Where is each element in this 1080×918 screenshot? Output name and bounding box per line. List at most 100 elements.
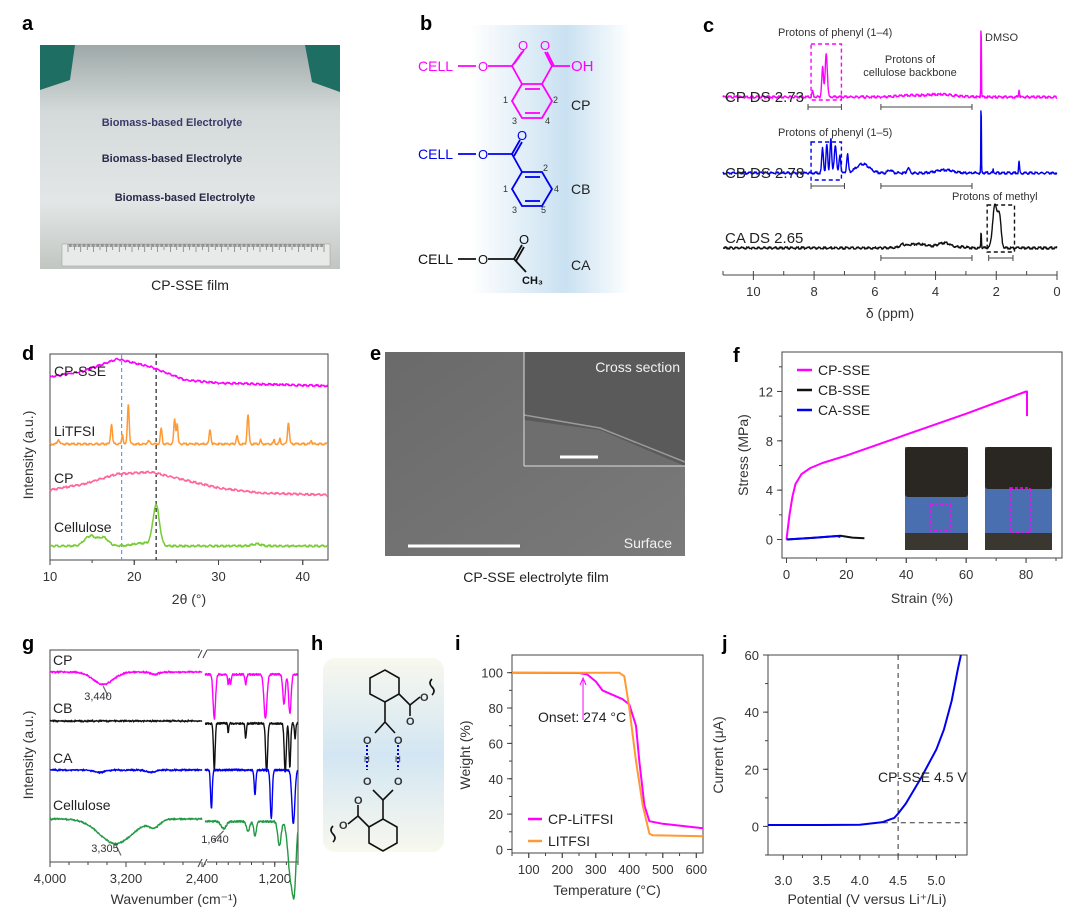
x-tick-label: 40	[899, 567, 913, 582]
stress-strain-curve	[786, 535, 841, 541]
ca-ester-o: O	[478, 252, 488, 267]
ftir-trace-right	[204, 819, 299, 900]
x-tick-label: 2	[993, 284, 1000, 299]
series-label: CP	[53, 652, 72, 668]
cp-name: CP	[571, 97, 590, 113]
x-tick-label: 4	[932, 284, 939, 299]
x-tick-label: 200	[551, 862, 573, 877]
series-label: Cellulose	[53, 797, 111, 813]
panel-label: j	[721, 633, 728, 655]
annotation-dmso: DMSO	[985, 32, 1018, 44]
annotation-backbone: Protons of cellulose backbone	[863, 54, 957, 79]
cb-pos-3: 3	[512, 205, 517, 215]
x-tick-label: 0	[1053, 284, 1060, 299]
cb-pos-1: 1	[503, 184, 508, 194]
film-text-3: Biomass-based Electrolyte	[115, 192, 256, 204]
annotation-backbone-line: cellulose backbone	[863, 67, 957, 79]
xrd-trace	[49, 357, 329, 388]
tga-curve	[511, 671, 704, 830]
stress-strain-curve	[785, 390, 1028, 540]
legend-label: CP-SSE	[818, 362, 870, 378]
specimen-highlight-box	[929, 503, 951, 532]
ftir-trace-left	[49, 670, 203, 686]
panel-label: g	[22, 633, 34, 655]
ca-name: CA	[571, 257, 591, 273]
ftir-trace-left	[49, 768, 203, 775]
legend-label: LITFSI	[548, 833, 590, 849]
peak-highlight-box	[810, 141, 843, 181]
x-tick-label: 10	[43, 569, 57, 584]
x-tick-label: 4.5	[889, 873, 907, 888]
y-tick-label: 12	[759, 384, 773, 399]
cross-section-label: Cross section	[595, 359, 680, 375]
y-tick-label: 20	[745, 762, 759, 777]
upper-clamp	[905, 447, 968, 497]
ftir-trace-left	[49, 719, 203, 723]
panel-c-nmr: c 10 8 6 4 2 0 δ (ppm) CP DS 2.73 CB DS 2.78 CA DS…	[703, 15, 1061, 321]
x-tick-label: 1,200	[258, 871, 291, 886]
panel-label: f	[733, 345, 740, 367]
onset-arrowhead-icon	[579, 676, 587, 686]
x-tick-label: 500	[652, 862, 674, 877]
film-photo	[40, 45, 340, 269]
y-axis-label: Intensity (a.u.)	[20, 711, 36, 800]
panel-b: b CELL O O O OH 1 2 3 4 CP CELL O O 1	[418, 13, 630, 293]
x-tick-label: 10	[746, 284, 760, 299]
y-tick-label: 40	[489, 772, 503, 787]
integration-bracket	[880, 183, 973, 189]
ftir-trace-right	[204, 721, 299, 773]
cb-structure	[458, 139, 554, 207]
ca-carbonyl-o: O	[519, 232, 529, 247]
ca-methyl: CH₃	[522, 275, 543, 287]
y-tick-label: 100	[481, 666, 503, 681]
y-tick-label: 80	[489, 701, 503, 716]
atom-o-2: O	[394, 735, 403, 747]
y-tick-label: 4	[766, 483, 773, 498]
cb-pos-2: 2	[543, 163, 548, 173]
x-tick-label: 0	[783, 567, 790, 582]
y-tick-label: 8	[766, 434, 773, 449]
cb-pos-4: 4	[554, 184, 559, 194]
cp-carbonyl-o-1: O	[518, 38, 528, 53]
x-axis-label: Potential (V versus Li⁺/Li)	[787, 891, 946, 907]
cp-structure	[458, 49, 570, 119]
hydrogen-bonds	[366, 745, 399, 770]
integration-bracket	[810, 183, 845, 189]
annotation-arrow-icon	[115, 845, 122, 856]
glove-left-icon	[40, 45, 75, 90]
y-tick-label: 60	[489, 736, 503, 751]
legend-label: CB-SSE	[818, 382, 870, 398]
integration-bracket	[880, 104, 973, 110]
ftir-trace-right	[204, 768, 299, 825]
film-text-1: Biomass-based Electrolyte	[102, 117, 243, 129]
xrd-trace	[49, 404, 329, 446]
panel-h: h O O H H O O O O O O	[311, 633, 444, 852]
atom-o-5: O	[406, 716, 415, 728]
glove-right-icon	[305, 45, 340, 92]
panel-label: d	[22, 343, 34, 365]
x-axis-label: 2θ (°)	[172, 591, 206, 607]
cb-pos-5: 5	[541, 205, 546, 215]
series-label: CA DS 2.65	[725, 230, 803, 247]
x-axis-label: Wavenumber (cm⁻¹)	[111, 891, 238, 907]
plot-frame	[49, 353, 329, 561]
annotation-backbone-line: Protons of	[885, 54, 936, 66]
onset-annotation: Onset: 274 °C	[538, 709, 626, 725]
x-axis-label: Temperature (°C)	[553, 882, 661, 898]
surface-label: Surface	[624, 535, 672, 551]
y-tick-label: 0	[496, 842, 503, 857]
x-axis-label: δ (ppm)	[866, 305, 914, 321]
plot-frame	[781, 351, 1063, 559]
panel-g-ftir: g 4,000 3,200 2,400 1,200 Wavenumber (cm⁻¹) In…	[20, 633, 299, 907]
panel-label-e: e	[370, 343, 381, 365]
x-tick-label: 20	[127, 569, 141, 584]
x-axis-label: Strain (%)	[891, 590, 953, 606]
x-tick-label: 4.0	[851, 873, 869, 888]
series-label: CP	[54, 470, 73, 486]
atom-o-3: O	[363, 776, 372, 788]
cp-pos-2: 2	[553, 95, 558, 105]
series-label: CB DS 2.78	[725, 165, 804, 182]
cb-name: CB	[571, 181, 590, 197]
x-tick-label: 3,200	[110, 871, 143, 886]
